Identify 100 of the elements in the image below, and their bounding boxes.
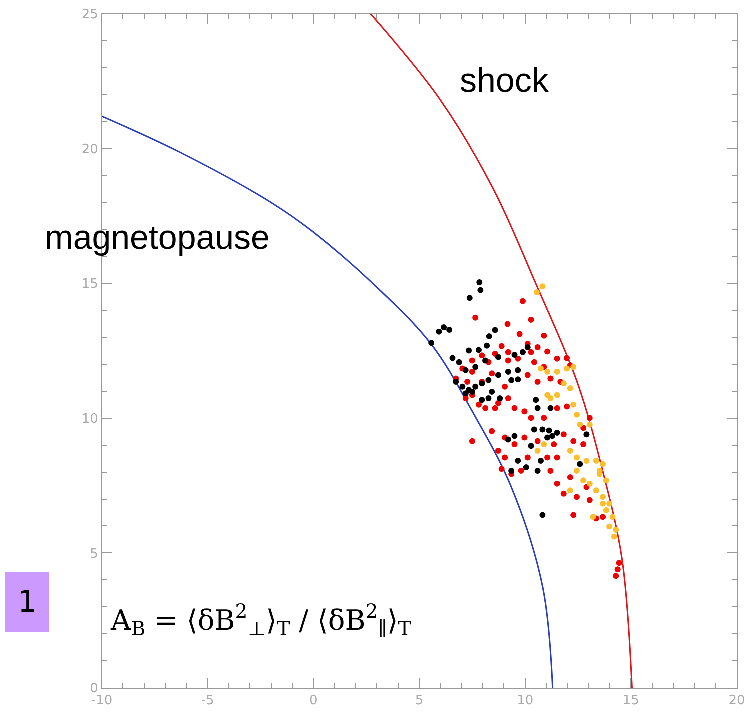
point [570, 402, 577, 408]
y-tick-label: 10 [82, 412, 98, 427]
point [531, 426, 538, 433]
point [533, 397, 540, 404]
point [549, 433, 556, 440]
point [540, 284, 546, 290]
point [486, 333, 492, 340]
point [512, 352, 518, 358]
point [462, 390, 469, 397]
point [508, 377, 515, 384]
point [574, 412, 580, 418]
point [586, 422, 593, 428]
annotation: magnetopause [45, 219, 270, 257]
point [512, 433, 518, 440]
point [593, 488, 600, 494]
point [446, 326, 453, 333]
point [590, 514, 596, 520]
point [567, 488, 574, 494]
point [497, 395, 504, 402]
point [574, 468, 580, 474]
point [540, 512, 546, 518]
point [436, 328, 442, 335]
point [560, 380, 567, 387]
point [476, 280, 483, 286]
point [544, 434, 551, 441]
point [540, 426, 546, 433]
point [584, 458, 590, 464]
point [606, 500, 613, 507]
y-tick-label: 20 [82, 142, 98, 158]
point [484, 342, 490, 349]
point [476, 347, 482, 354]
point [492, 327, 498, 334]
point [515, 376, 522, 383]
point [456, 359, 462, 366]
point [593, 458, 600, 464]
x-tick-label: 15 [622, 694, 640, 709]
point [577, 422, 584, 428]
point [482, 358, 489, 364]
point [577, 461, 584, 468]
point [586, 480, 593, 487]
point [515, 458, 522, 464]
y-tick-label: 25 [82, 8, 98, 23]
point [603, 507, 610, 514]
x-tick-label: -5 [201, 694, 214, 709]
point [580, 478, 587, 484]
point [544, 369, 551, 376]
point [486, 395, 492, 402]
point [489, 388, 496, 395]
point [528, 443, 534, 450]
point [469, 388, 476, 395]
point [544, 392, 551, 398]
point [478, 287, 484, 294]
point [453, 379, 460, 385]
point [505, 436, 512, 443]
point [574, 454, 580, 461]
x-tick-label: 0 [310, 694, 318, 709]
point [505, 369, 512, 376]
point [606, 524, 613, 530]
point [548, 405, 554, 412]
point [554, 430, 560, 436]
point [610, 514, 616, 520]
point [450, 355, 456, 362]
y-tick-label: 5 [90, 546, 98, 562]
point [472, 384, 479, 390]
point [495, 372, 502, 378]
point [523, 464, 530, 470]
text: 1 [18, 585, 38, 620]
point [534, 448, 541, 454]
y-tick-label: 15 [82, 277, 98, 292]
point [486, 377, 492, 384]
point [460, 384, 466, 390]
point [462, 367, 469, 374]
point [472, 364, 479, 370]
point [534, 468, 541, 474]
point [520, 349, 526, 356]
point [508, 468, 515, 474]
point [534, 405, 541, 412]
point [567, 448, 574, 454]
point [600, 461, 606, 468]
x-tick-label: 20 [728, 694, 746, 709]
point [584, 432, 590, 438]
point [524, 344, 531, 350]
point [546, 428, 552, 434]
x-tick-label: 10 [517, 694, 534, 709]
point [554, 392, 560, 398]
point [567, 385, 574, 392]
text: A$_{B}$ = ⟨δB$^{2}$$_{⊥}$⟩$_{T}$ / ⟨δB$^{2}$$_{∥}$⟩$_{T}$ [111, 600, 412, 641]
point [534, 290, 540, 296]
annotation: shock [460, 62, 550, 100]
point [428, 340, 435, 346]
point [538, 366, 544, 372]
point [441, 324, 448, 331]
point [466, 295, 473, 302]
point [600, 500, 606, 507]
point [564, 366, 570, 372]
x-tick-label: 5 [415, 694, 424, 709]
point [600, 494, 606, 500]
point [603, 478, 610, 484]
point [495, 354, 502, 360]
point [466, 348, 472, 354]
